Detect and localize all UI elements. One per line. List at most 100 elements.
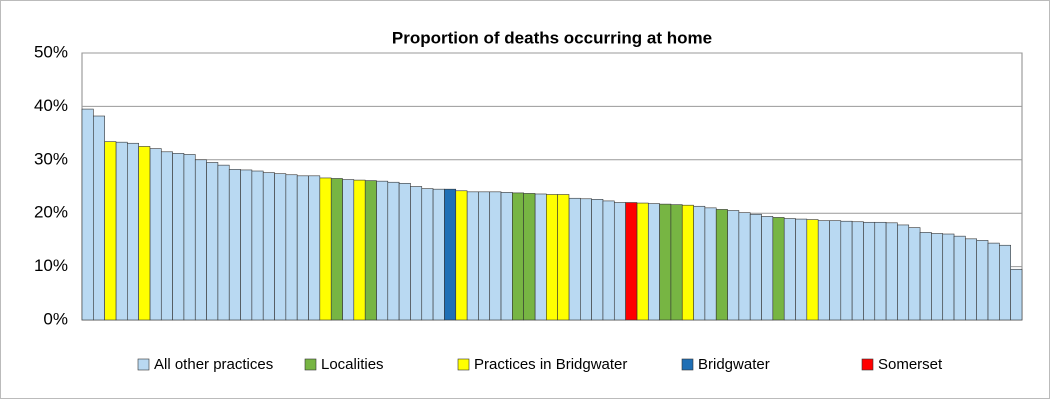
bar (602, 200, 615, 321)
bar (398, 182, 411, 321)
bar (897, 224, 910, 321)
bar (953, 235, 966, 321)
bar (206, 162, 219, 321)
bar (557, 194, 570, 321)
bar (987, 242, 1000, 321)
legend-swatch (304, 358, 317, 371)
bar (885, 222, 898, 321)
bar (251, 170, 264, 321)
legend-label: Somerset (878, 356, 943, 373)
bar (376, 180, 389, 321)
bar (410, 186, 423, 321)
chart-title: Proportion of deaths occurring at home (392, 28, 712, 47)
bar (330, 178, 343, 321)
bar (228, 169, 241, 321)
bar (681, 204, 694, 321)
bar (580, 198, 592, 321)
bar (149, 148, 162, 321)
bar (308, 175, 321, 321)
bar (625, 202, 638, 321)
bar (421, 188, 434, 321)
bar (772, 217, 785, 321)
legend-label: Bridgwater (698, 356, 770, 373)
bar (546, 194, 558, 321)
bar (749, 213, 762, 321)
bar (761, 216, 774, 321)
bar (806, 219, 819, 321)
bar (908, 227, 921, 321)
bar (919, 232, 932, 321)
bar (127, 142, 139, 321)
bar (364, 180, 377, 321)
bar (647, 203, 660, 321)
bar (591, 199, 604, 321)
bar (466, 191, 479, 321)
bar (715, 209, 728, 321)
bar (817, 220, 830, 321)
bar (274, 173, 287, 321)
bar (795, 218, 808, 321)
bar (138, 146, 151, 321)
bar (704, 207, 717, 321)
y-tick-label: 30% (34, 149, 68, 168)
bar (840, 220, 853, 321)
bar (500, 192, 513, 321)
bar (659, 203, 672, 321)
bar (81, 108, 94, 321)
bar (387, 181, 400, 321)
bar (829, 220, 842, 321)
bar (285, 174, 298, 321)
bar (512, 192, 524, 321)
bar (999, 244, 1011, 321)
bar (342, 179, 355, 321)
bar (160, 151, 173, 321)
legend-swatch (861, 358, 874, 371)
bar (534, 193, 547, 321)
bar (104, 141, 117, 321)
bar (965, 238, 977, 321)
legend-swatch (457, 358, 470, 371)
bar (874, 221, 887, 321)
bar (455, 190, 468, 321)
bar (217, 164, 230, 321)
bar (1010, 268, 1023, 321)
y-tick-label: 20% (34, 203, 68, 222)
bar (319, 177, 332, 321)
bar (489, 191, 502, 321)
bar (670, 204, 683, 321)
legend-label: All other practices (154, 356, 273, 373)
bar (727, 210, 740, 321)
bar (262, 172, 275, 321)
y-tick-label: 0% (43, 309, 68, 328)
y-tick-label: 50% (34, 42, 68, 61)
bar (353, 179, 366, 321)
bar (296, 175, 309, 321)
bar (568, 197, 581, 321)
legend-label: Localities (321, 356, 384, 373)
bar (976, 240, 989, 321)
bar (444, 188, 457, 321)
bar (863, 221, 876, 321)
legend-label: Practices in Bridgwater (474, 356, 627, 373)
bar (738, 212, 751, 321)
legend-swatch (137, 358, 150, 371)
bar (613, 202, 626, 321)
bar (172, 153, 185, 321)
y-tick-label: 40% (34, 96, 68, 115)
legend-swatch (681, 358, 694, 371)
bar (432, 188, 445, 321)
bar (93, 115, 105, 321)
bar (783, 218, 796, 321)
bar (851, 221, 864, 321)
bar (693, 205, 706, 321)
bar (240, 169, 253, 321)
bar (942, 233, 955, 321)
bar (115, 141, 128, 321)
y-tick-label: 10% (34, 256, 68, 275)
bar (183, 154, 196, 321)
bar (523, 193, 536, 321)
bar (478, 191, 491, 321)
bar (931, 233, 944, 321)
